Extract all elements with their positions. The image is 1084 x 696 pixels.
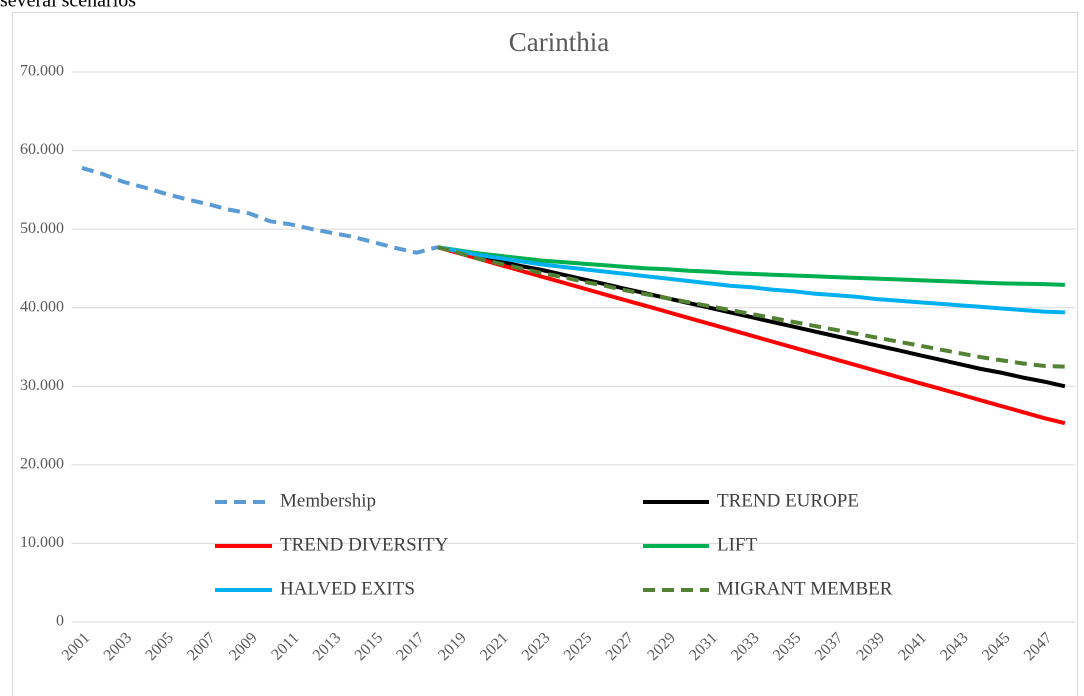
y-tick-label: 70.000: [20, 63, 64, 80]
caption: several scenarios: [0, 0, 136, 12]
y-tick-label: 10.000: [20, 534, 64, 551]
y-tick-label: 50.000: [20, 220, 64, 237]
y-tick-label: 0: [56, 613, 64, 630]
series-line: [81, 165, 439, 255]
series-line: [437, 245, 1065, 287]
series-line: [437, 245, 1065, 315]
legend-label: HALVED EXITS: [280, 578, 415, 599]
chart-frame: [12, 12, 1078, 696]
y-tick-label: 40.000: [20, 298, 64, 315]
y-tick-label: 60.000: [20, 141, 64, 158]
legend-label: LIFT: [717, 534, 758, 555]
legend-label: Membership: [280, 490, 376, 511]
chart-title: Carinthia: [509, 27, 609, 57]
series-line: [437, 245, 1066, 389]
legend-label: TREND DIVERSITY: [280, 534, 449, 555]
series-line: [436, 245, 1065, 369]
series-line: [436, 245, 1066, 426]
legend-label: TREND EUROPE: [717, 490, 859, 511]
legend-label: MIGRANT MEMBER: [717, 578, 893, 599]
y-tick-label: 30.000: [20, 377, 64, 394]
y-tick-label: 20.000: [20, 456, 64, 473]
